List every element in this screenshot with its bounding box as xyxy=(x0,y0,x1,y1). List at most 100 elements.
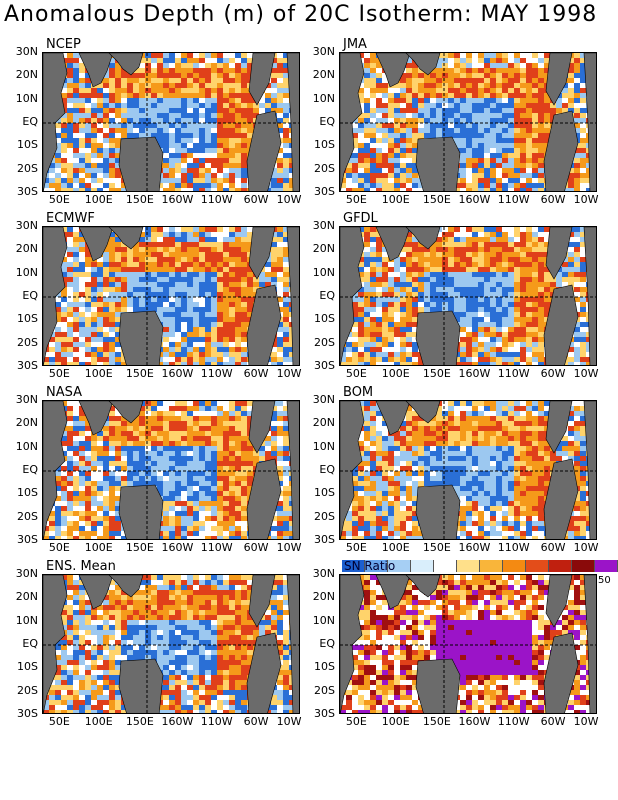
lat-tick-label: 30N xyxy=(312,45,335,58)
lat-tick-label: 20S xyxy=(314,335,335,349)
lon-tick-label: 110W xyxy=(200,367,233,380)
lon-tick-label: 110W xyxy=(497,193,530,206)
lat-tick-label: 20S xyxy=(17,683,38,697)
lon-tick-label: 150E xyxy=(422,367,451,380)
anomaly-map xyxy=(339,226,597,366)
lat-tick-label: 30S xyxy=(314,359,335,372)
lat-tick-label: EQ xyxy=(22,289,38,302)
lon-tick-label: 100E xyxy=(84,367,113,380)
colorbar-swatch xyxy=(526,560,549,572)
panel-title: ECMWF xyxy=(44,211,97,226)
lon-tick-label: 10W xyxy=(276,193,302,206)
lat-tick-label: EQ xyxy=(319,115,335,128)
lon-tick-label: 60W xyxy=(540,367,566,380)
lon-tick-label: 10W xyxy=(573,193,599,206)
lon-tick-label: 50E xyxy=(345,193,367,206)
lat-tick-label: 10S xyxy=(17,312,38,326)
lat-tick-label: 30S xyxy=(314,533,335,546)
lon-tick-label: 100E xyxy=(381,715,410,728)
lon-tick-label: 50E xyxy=(48,367,70,380)
lat-tick-label: 20S xyxy=(17,509,38,523)
lat-tick-label: 20S xyxy=(314,509,335,523)
anomaly-map xyxy=(339,574,597,714)
lon-tick-label: 100E xyxy=(84,715,113,728)
colorbar-swatch xyxy=(503,560,526,572)
lon-tick-label: 60W xyxy=(243,367,269,380)
lon-tick-label: 50E xyxy=(48,193,70,206)
colorbar-swatch xyxy=(411,560,434,572)
lat-tick-label: 10S xyxy=(314,138,335,152)
map-panel-ens-mean: ENS. Mean 30N 20N 10N EQ 10S 20S 30S 50E 100E 150E… xyxy=(16,559,301,728)
lon-tick-label: 150E xyxy=(422,541,451,554)
lon-tick-label: 100E xyxy=(381,541,410,554)
lon-tick-label: 110W xyxy=(200,541,233,554)
lon-tick-label: 50E xyxy=(345,367,367,380)
colorbar-swatch xyxy=(342,560,365,572)
lat-tick-label: 10N xyxy=(312,439,335,453)
map-panel-gfdl: GFDL 30N 20N 10N EQ 10S 20S 30S 50E 100E 150E 160W 1… xyxy=(313,211,598,380)
lon-tick-label: 60W xyxy=(243,715,269,728)
lon-tick-label: 160W xyxy=(458,367,491,380)
lat-tick-label: 30N xyxy=(312,393,335,406)
sn-ratio-max-label: 50 xyxy=(598,575,611,586)
lat-tick-label: 30N xyxy=(312,219,335,232)
lon-tick-label: 100E xyxy=(84,193,113,206)
lat-tick-label: 10N xyxy=(312,265,335,279)
lat-tick-label: 20S xyxy=(314,683,335,697)
sn-ratio-colorbar: SN Ratio 50 xyxy=(342,559,618,586)
lon-tick-label: 60W xyxy=(540,193,566,206)
lat-tick-label: 20N xyxy=(15,416,38,430)
lat-tick-label: 10N xyxy=(15,91,38,105)
lat-tick-label: 10S xyxy=(314,312,335,326)
lat-tick-label: 10N xyxy=(312,613,335,627)
lon-tick-label: 10W xyxy=(276,715,302,728)
lon-tick-label: 160W xyxy=(161,367,194,380)
lon-tick-label: 50E xyxy=(345,715,367,728)
lon-tick-label: 60W xyxy=(243,541,269,554)
panel-title: JMA xyxy=(341,37,369,52)
anomaly-map xyxy=(339,400,597,540)
lon-tick-label: 160W xyxy=(161,715,194,728)
lat-tick-label: 30N xyxy=(15,45,38,58)
lat-tick-label: 10S xyxy=(17,486,38,500)
lon-tick-label: 110W xyxy=(497,541,530,554)
lat-tick-label: EQ xyxy=(22,637,38,650)
colorbar-swatch xyxy=(434,560,457,572)
lat-tick-label: EQ xyxy=(319,637,335,650)
figure-title: Anomalous Depth (m) of 20C Isotherm: MAY… xyxy=(4,2,598,27)
lon-tick-label: 50E xyxy=(48,541,70,554)
lat-tick-label: 20N xyxy=(312,416,335,430)
lat-tick-label: 10S xyxy=(17,138,38,152)
lon-tick-label: 160W xyxy=(161,193,194,206)
lat-tick-label: 30S xyxy=(17,533,38,546)
lon-tick-label: 10W xyxy=(573,367,599,380)
lat-tick-label: 10S xyxy=(314,660,335,674)
lon-tick-label: 110W xyxy=(200,715,233,728)
lat-tick-label: 30S xyxy=(17,359,38,372)
lon-tick-label: 150E xyxy=(125,193,154,206)
lat-tick-label: 10N xyxy=(15,265,38,279)
panel-title: ENS. Mean xyxy=(44,559,118,574)
lon-tick-label: 150E xyxy=(125,367,154,380)
sn-ratio-label: SN Ratio xyxy=(344,559,396,573)
lat-tick-label: 30N xyxy=(15,219,38,232)
lat-tick-label: 30N xyxy=(15,567,38,580)
lon-tick-label: 160W xyxy=(458,715,491,728)
lon-tick-label: 100E xyxy=(381,367,410,380)
lon-tick-label: 60W xyxy=(540,715,566,728)
colorbar-swatch xyxy=(572,560,595,572)
colorbar-swatch xyxy=(595,560,618,572)
lat-tick-label: 20S xyxy=(17,161,38,175)
panel-title: GFDL xyxy=(341,211,380,226)
lat-tick-label: 30N xyxy=(15,393,38,406)
lat-tick-label: 20S xyxy=(314,161,335,175)
lon-tick-label: 10W xyxy=(276,541,302,554)
lat-tick-label: 30N xyxy=(312,567,335,580)
map-panel-nasa: NASA 30N 20N 10N EQ 10S 20S 30S 50E 100E 150E 160W 1… xyxy=(16,385,301,554)
lon-tick-label: 150E xyxy=(422,193,451,206)
map-panel-sn-ratio: 30N 20N 10N EQ 10S 20S 30S 50E 100E 150E 160W 110W 6… xyxy=(313,567,599,728)
lat-tick-label: 10N xyxy=(15,613,38,627)
lon-tick-label: 10W xyxy=(573,715,599,728)
lon-tick-label: 100E xyxy=(84,541,113,554)
lon-tick-label: 100E xyxy=(381,193,410,206)
